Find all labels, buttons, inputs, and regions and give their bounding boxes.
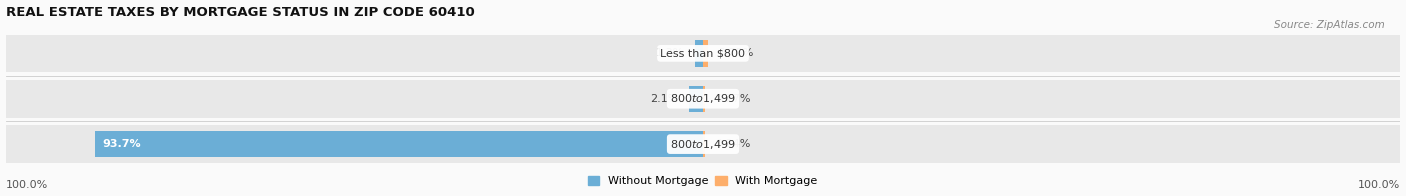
Text: Source: ZipAtlas.com: Source: ZipAtlas.com bbox=[1274, 20, 1385, 30]
Text: $800 to $1,499: $800 to $1,499 bbox=[671, 92, 735, 105]
Text: 93.7%: 93.7% bbox=[103, 139, 141, 149]
Text: 1.3%: 1.3% bbox=[655, 48, 685, 58]
Text: $800 to $1,499: $800 to $1,499 bbox=[671, 138, 735, 151]
Text: 0.75%: 0.75% bbox=[718, 48, 754, 58]
Text: 100.0%: 100.0% bbox=[6, 180, 48, 190]
Text: 100.0%: 100.0% bbox=[1358, 180, 1400, 190]
Bar bbox=[695, 40, 703, 66]
Bar bbox=[703, 40, 707, 66]
Bar bbox=[689, 86, 703, 112]
Legend: Without Mortgage, With Mortgage: Without Mortgage, With Mortgage bbox=[588, 176, 818, 186]
Bar bbox=[6, 80, 1400, 118]
Bar bbox=[703, 131, 706, 157]
Text: 0.34%: 0.34% bbox=[716, 139, 751, 149]
Bar bbox=[96, 131, 703, 157]
Text: REAL ESTATE TAXES BY MORTGAGE STATUS IN ZIP CODE 60410: REAL ESTATE TAXES BY MORTGAGE STATUS IN … bbox=[6, 5, 474, 19]
Text: 2.1%: 2.1% bbox=[651, 94, 679, 104]
Text: Less than $800: Less than $800 bbox=[661, 48, 745, 58]
Bar bbox=[6, 125, 1400, 163]
Bar bbox=[6, 34, 1400, 72]
Bar bbox=[703, 86, 704, 112]
Text: 0.27%: 0.27% bbox=[716, 94, 751, 104]
